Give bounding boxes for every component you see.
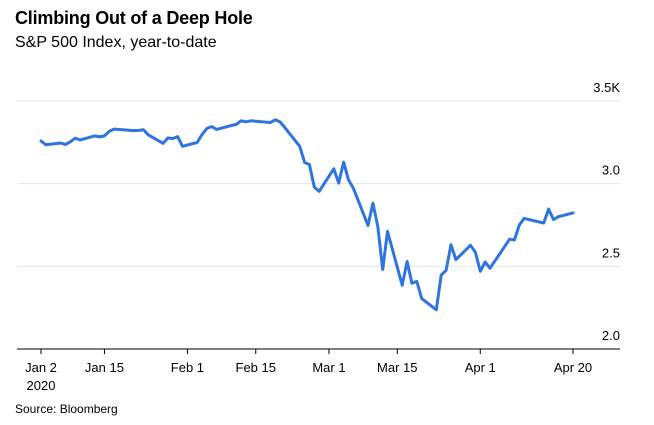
x-tick-label: Mar 15: [377, 360, 417, 375]
data-point: [59, 142, 61, 144]
data-point: [386, 230, 388, 232]
data-point: [79, 139, 81, 141]
data-point: [313, 186, 315, 188]
data-point: [347, 179, 349, 181]
data-point: [440, 274, 442, 276]
data-point: [69, 141, 71, 143]
data-point: [108, 130, 110, 132]
data-point: [318, 190, 320, 192]
data-point: [98, 136, 100, 138]
data-point: [455, 258, 457, 260]
y-tick-label: 3.0: [602, 163, 620, 178]
data-point: [133, 129, 135, 131]
data-point: [103, 135, 105, 137]
data-point: [367, 224, 369, 226]
data-point: [401, 284, 403, 286]
data-point: [269, 121, 271, 123]
x-tick-label: Feb 1: [171, 360, 204, 375]
data-point: [303, 161, 305, 163]
data-point: [147, 134, 149, 136]
data-point: [201, 133, 203, 135]
data-point: [543, 222, 545, 224]
y-tick-label: 2.5: [602, 245, 620, 260]
x-tick-label: Mar 1: [312, 360, 345, 375]
data-point: [382, 268, 384, 270]
data-point: [518, 224, 520, 226]
data-point: [279, 121, 281, 123]
data-point: [508, 238, 510, 240]
data-point: [167, 137, 169, 139]
x-tick-label: Feb 15: [236, 360, 276, 375]
chart-title: Climbing Out of a Deep Hole: [15, 8, 253, 28]
data-point: [450, 244, 452, 246]
data-point: [299, 145, 301, 147]
data-point: [196, 141, 198, 143]
data-point: [523, 217, 525, 219]
data-point: [469, 244, 471, 246]
x-tick-label: Apr 20: [554, 360, 592, 375]
data-point: [206, 127, 208, 129]
data-point: [377, 225, 379, 227]
data-point: [40, 140, 42, 142]
data-point: [250, 120, 252, 122]
data-point: [352, 187, 354, 189]
data-point: [45, 144, 47, 146]
x-tick-year-label: 2020: [27, 378, 56, 393]
data-point: [411, 282, 413, 284]
data-point: [308, 163, 310, 165]
data-point: [274, 119, 276, 121]
data-point: [435, 309, 437, 311]
data-point: [137, 129, 139, 131]
x-axis-ticks: Jan 2 Jan 15 Feb 1 Feb 15 Mar 1 Mar 15 Apr 1 Ap…: [25, 349, 592, 393]
data-point: [230, 124, 232, 126]
data-point: [245, 121, 247, 123]
x-tick-label: Jan 15: [85, 360, 124, 375]
data-point: [162, 142, 164, 144]
data-point: [547, 208, 549, 210]
y-axis-tick-labels: 3.5K 3.0 2.5 2.0: [593, 80, 620, 343]
data-point: [172, 137, 174, 139]
data-point: [552, 218, 554, 220]
data-point: [338, 182, 340, 184]
data-point: [235, 123, 237, 125]
data-point: [94, 135, 96, 137]
source-note: Source: Bloomberg: [15, 402, 118, 416]
data-point: [74, 137, 76, 139]
y-tick-label: 3.5K: [593, 80, 620, 95]
data-point: [342, 161, 344, 163]
data-point: [479, 270, 481, 272]
data-point: [372, 202, 374, 204]
data-point: [177, 136, 179, 138]
data-point: [557, 216, 559, 218]
data-point: [211, 125, 213, 127]
series-line-sp500: [39, 118, 575, 312]
series-points: [40, 119, 574, 311]
data-point: [572, 212, 574, 214]
data-point: [416, 280, 418, 282]
chart-subtitle: S&P 500 Index, year-to-date: [15, 34, 217, 51]
y-tick-label: 2.0: [602, 328, 620, 343]
data-point: [142, 129, 144, 131]
data-point: [513, 239, 515, 241]
gridlines: [17, 100, 620, 267]
data-point: [216, 128, 218, 130]
data-point: [64, 143, 66, 145]
data-point: [484, 261, 486, 263]
x-tick-label: Apr 1: [465, 360, 496, 375]
data-point: [113, 128, 115, 130]
data-point: [445, 269, 447, 271]
x-tick-label: Jan 2: [25, 360, 57, 375]
data-point: [181, 145, 183, 147]
data-point: [421, 297, 423, 299]
data-point: [474, 251, 476, 253]
data-point: [284, 127, 286, 129]
data-point: [489, 267, 491, 269]
data-point: [333, 168, 335, 170]
data-point: [406, 260, 408, 262]
data-point: [240, 120, 242, 122]
